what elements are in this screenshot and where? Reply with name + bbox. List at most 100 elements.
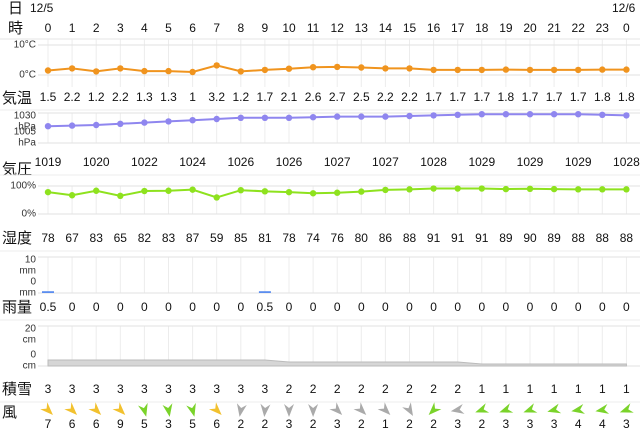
hour-label: 7 [213,21,220,35]
point [406,65,413,72]
value-label: 89 [547,231,561,245]
point [309,190,317,197]
value-label: 1.2 [232,90,249,104]
point [68,192,76,199]
value-label: 0 [165,300,172,314]
point [406,186,413,193]
point [478,111,485,118]
value-label: 1.3 [136,90,153,104]
value-label: 1029 [468,155,495,169]
wind-speed: 6 [69,417,76,431]
hour-label: 15 [403,21,417,35]
value-label: 82 [138,231,152,245]
value-label: 1029 [517,155,544,169]
point [285,65,293,72]
point [334,113,341,120]
point [189,186,196,193]
value-label: 1 [478,382,485,396]
row-label: 風 [2,404,17,421]
wind-speed: 3 [334,417,341,431]
point [502,66,510,73]
value-label: 0 [575,300,582,314]
value-label: 1.8 [618,90,635,104]
y-tick-unit: cm [23,361,36,372]
y-tick-label: 20 [25,324,37,335]
y-tick-label: 100% [10,181,36,192]
value-label: 1024 [179,155,206,169]
value-label: 0 [93,300,100,314]
value-label: 1020 [83,155,110,169]
hour-label: 22 [572,21,586,35]
value-label: 1.3 [160,90,177,104]
value-label: 1.7 [425,90,442,104]
point [526,185,534,192]
wind-arrow [595,404,610,414]
hour-label: 17 [451,21,465,35]
value-label: 1026 [276,155,303,169]
wind-arrow [40,402,53,415]
value-label: 3 [189,382,196,396]
value-label: 0 [551,300,558,314]
value-label: 78 [41,231,55,245]
y-tick-unit: mm [19,288,36,299]
wind-speed: 3 [165,417,172,431]
wind-speed: 3 [503,417,510,431]
value-label: 1.8 [594,90,611,104]
wind-speed: 3 [286,417,293,431]
value-label: 80 [355,231,369,245]
hour-label: 0 [45,21,52,35]
value-label: 76 [331,231,345,245]
wind-speed: 4 [575,417,582,431]
wind-arrow [547,403,562,414]
bar [42,291,54,293]
point [454,66,461,74]
point [261,66,269,74]
wind-speed: 2 [262,417,269,431]
value-label: 0 [334,300,341,314]
point [623,112,630,119]
value-label: 90 [523,231,537,245]
hour-label: 12 [331,21,345,35]
value-label: 1 [503,382,510,396]
value-label: 1.7 [570,90,587,104]
wind-arrow [428,402,442,415]
value-label: 0 [478,300,485,314]
value-label: 1 [551,382,558,396]
point [382,113,389,120]
wind-arrow [619,403,634,413]
hour-label: 21 [547,21,561,35]
value-label: 65 [114,231,128,245]
wind-arrow [475,403,490,413]
point [165,118,172,125]
value-label: 0 [406,300,413,314]
point [189,68,196,76]
wind-arrow [260,403,271,417]
point [599,186,606,193]
point [478,66,485,74]
point [44,188,52,196]
value-label: 2 [286,382,293,396]
value-label: 2.2 [401,90,418,104]
point [382,186,389,194]
point [117,120,124,128]
value-label: 59 [210,231,224,245]
row-label: 湿度 [2,230,32,247]
row-label: 時 [8,20,23,37]
value-label: 88 [620,231,634,245]
wind-arrow [450,404,465,414]
wind-arrow [284,404,294,417]
value-label: 3 [117,382,124,396]
hour-label: 4 [141,21,148,35]
point [213,62,220,69]
value-label: 74 [306,231,320,245]
value-label: 2 [358,382,365,396]
wind-speed: 3 [454,417,461,431]
point [502,185,510,193]
value-label: 91 [451,231,465,245]
point [261,188,269,195]
wind-speed: 2 [430,417,437,431]
point [502,111,510,118]
value-label: 1.2 [88,90,105,104]
hour-label: 16 [427,21,441,35]
